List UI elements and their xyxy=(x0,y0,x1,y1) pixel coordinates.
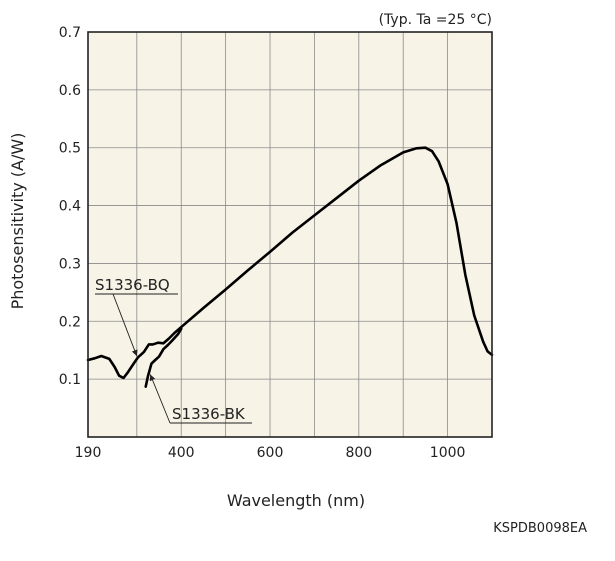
y-tick-label: 0.6 xyxy=(59,83,81,99)
y-tick-label: 0.1 xyxy=(59,372,81,388)
annotation-leader xyxy=(149,374,171,424)
y-tick-label: 0.5 xyxy=(59,141,81,157)
figure-code: KSPDB0098EA xyxy=(493,521,587,536)
y-tick-labels: 0.1 0.2 0.3 0.4 0.5 0.6 0.7 xyxy=(59,25,81,388)
x-tick-label: 190 xyxy=(75,445,102,461)
annotations: S1336-BQ S1336-BK xyxy=(95,276,252,424)
y-tick-label: 0.7 xyxy=(59,25,81,41)
y-axis-label: Photosensitivity (A/W) xyxy=(8,133,27,310)
series-line-s1336-bq xyxy=(86,146,494,380)
annotation-leader xyxy=(112,293,138,357)
annotation-label-s1336-bk: S1336-BK xyxy=(172,405,246,423)
x-tick-labels: 190 400 600 800 1000 xyxy=(75,445,466,461)
y-tick-label: 0.2 xyxy=(59,314,81,330)
series-line-s1336-bk xyxy=(144,327,183,388)
x-tick-label: 1000 xyxy=(430,445,466,461)
x-tick-label: 800 xyxy=(345,445,372,461)
series-lines xyxy=(86,146,494,388)
y-tick-label: 0.4 xyxy=(59,199,81,215)
x-tick-label: 400 xyxy=(168,445,195,461)
y-tick-label: 0.3 xyxy=(59,256,81,272)
x-axis-label: Wavelength (nm) xyxy=(227,491,365,510)
plot-frame xyxy=(87,31,493,438)
x-tick-label: 600 xyxy=(257,445,284,461)
condition-note: (Typ. Ta =25 °C) xyxy=(379,12,492,28)
annotation-label-s1336-bq: S1336-BQ xyxy=(95,276,170,294)
